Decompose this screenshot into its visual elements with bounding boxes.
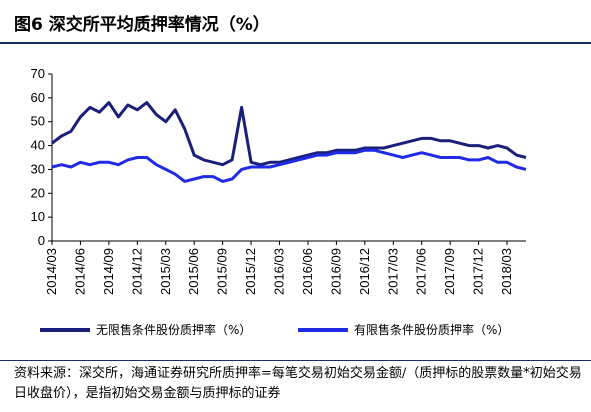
x-tick-label: 2017/03 xyxy=(385,248,400,295)
y-tick-label: 50 xyxy=(31,114,45,129)
y-tick-label: 20 xyxy=(31,185,45,200)
y-axis-ticks: 0 10 20 30 40 50 60 70 xyxy=(31,66,52,248)
series-line-unrestricted xyxy=(51,101,527,167)
y-tick-label: 60 xyxy=(31,90,45,105)
chart-lines xyxy=(51,101,527,183)
x-tick-label: 2016/06 xyxy=(300,248,315,295)
x-tick-label: 2017/09 xyxy=(442,248,457,295)
bottom-rule xyxy=(0,360,591,361)
x-tick-label: 2014/03 xyxy=(44,248,59,295)
x-tick-label: 2015/12 xyxy=(243,248,258,295)
y-tick-label: 0 xyxy=(38,233,45,248)
x-tick-label: 2014/06 xyxy=(72,248,87,295)
y-tick-label: 40 xyxy=(31,138,45,153)
x-tick-label: 2014/09 xyxy=(101,248,116,295)
figure-title: 图6 深交所平均质押率情况（%） xyxy=(14,15,270,35)
x-tick-label: 2016/03 xyxy=(272,248,287,295)
x-tick-label: 2017/12 xyxy=(471,248,486,295)
legend-label: 有限售条件股份质押率（%） xyxy=(354,322,509,337)
legend-label: 无限售条件股份质押率（%） xyxy=(96,322,251,337)
chart-axes xyxy=(51,74,526,242)
x-tick-label: 2016/12 xyxy=(357,248,372,295)
x-tick-label: 2015/03 xyxy=(158,248,173,295)
x-axis-ticks: 2014/03 2014/06 2014/09 2014/12 2015/03 2015/… xyxy=(44,241,514,295)
x-tick-label: 2017/06 xyxy=(414,248,429,295)
y-tick-label: 10 xyxy=(31,209,45,224)
x-tick-label: 2014/12 xyxy=(129,248,144,295)
y-tick-label: 30 xyxy=(31,161,45,176)
x-tick-label: 2016/09 xyxy=(328,248,343,295)
x-tick-label: 2015/06 xyxy=(186,248,201,295)
y-tick-label: 70 xyxy=(31,66,45,81)
x-tick-label: 2018/03 xyxy=(499,248,514,295)
series-line-restricted xyxy=(51,148,527,183)
x-tick-label: 2015/09 xyxy=(215,248,230,295)
legend: 无限售条件股份质押率（%） 有限售条件股份质押率（%） xyxy=(40,322,509,337)
title-bar: 图6 深交所平均质押率情况（%） xyxy=(0,0,591,44)
source-note: 资料来源：深交所，海通证券研究所质押率=每笔交易初始交易金额/（质押标的股票数量… xyxy=(14,366,582,401)
